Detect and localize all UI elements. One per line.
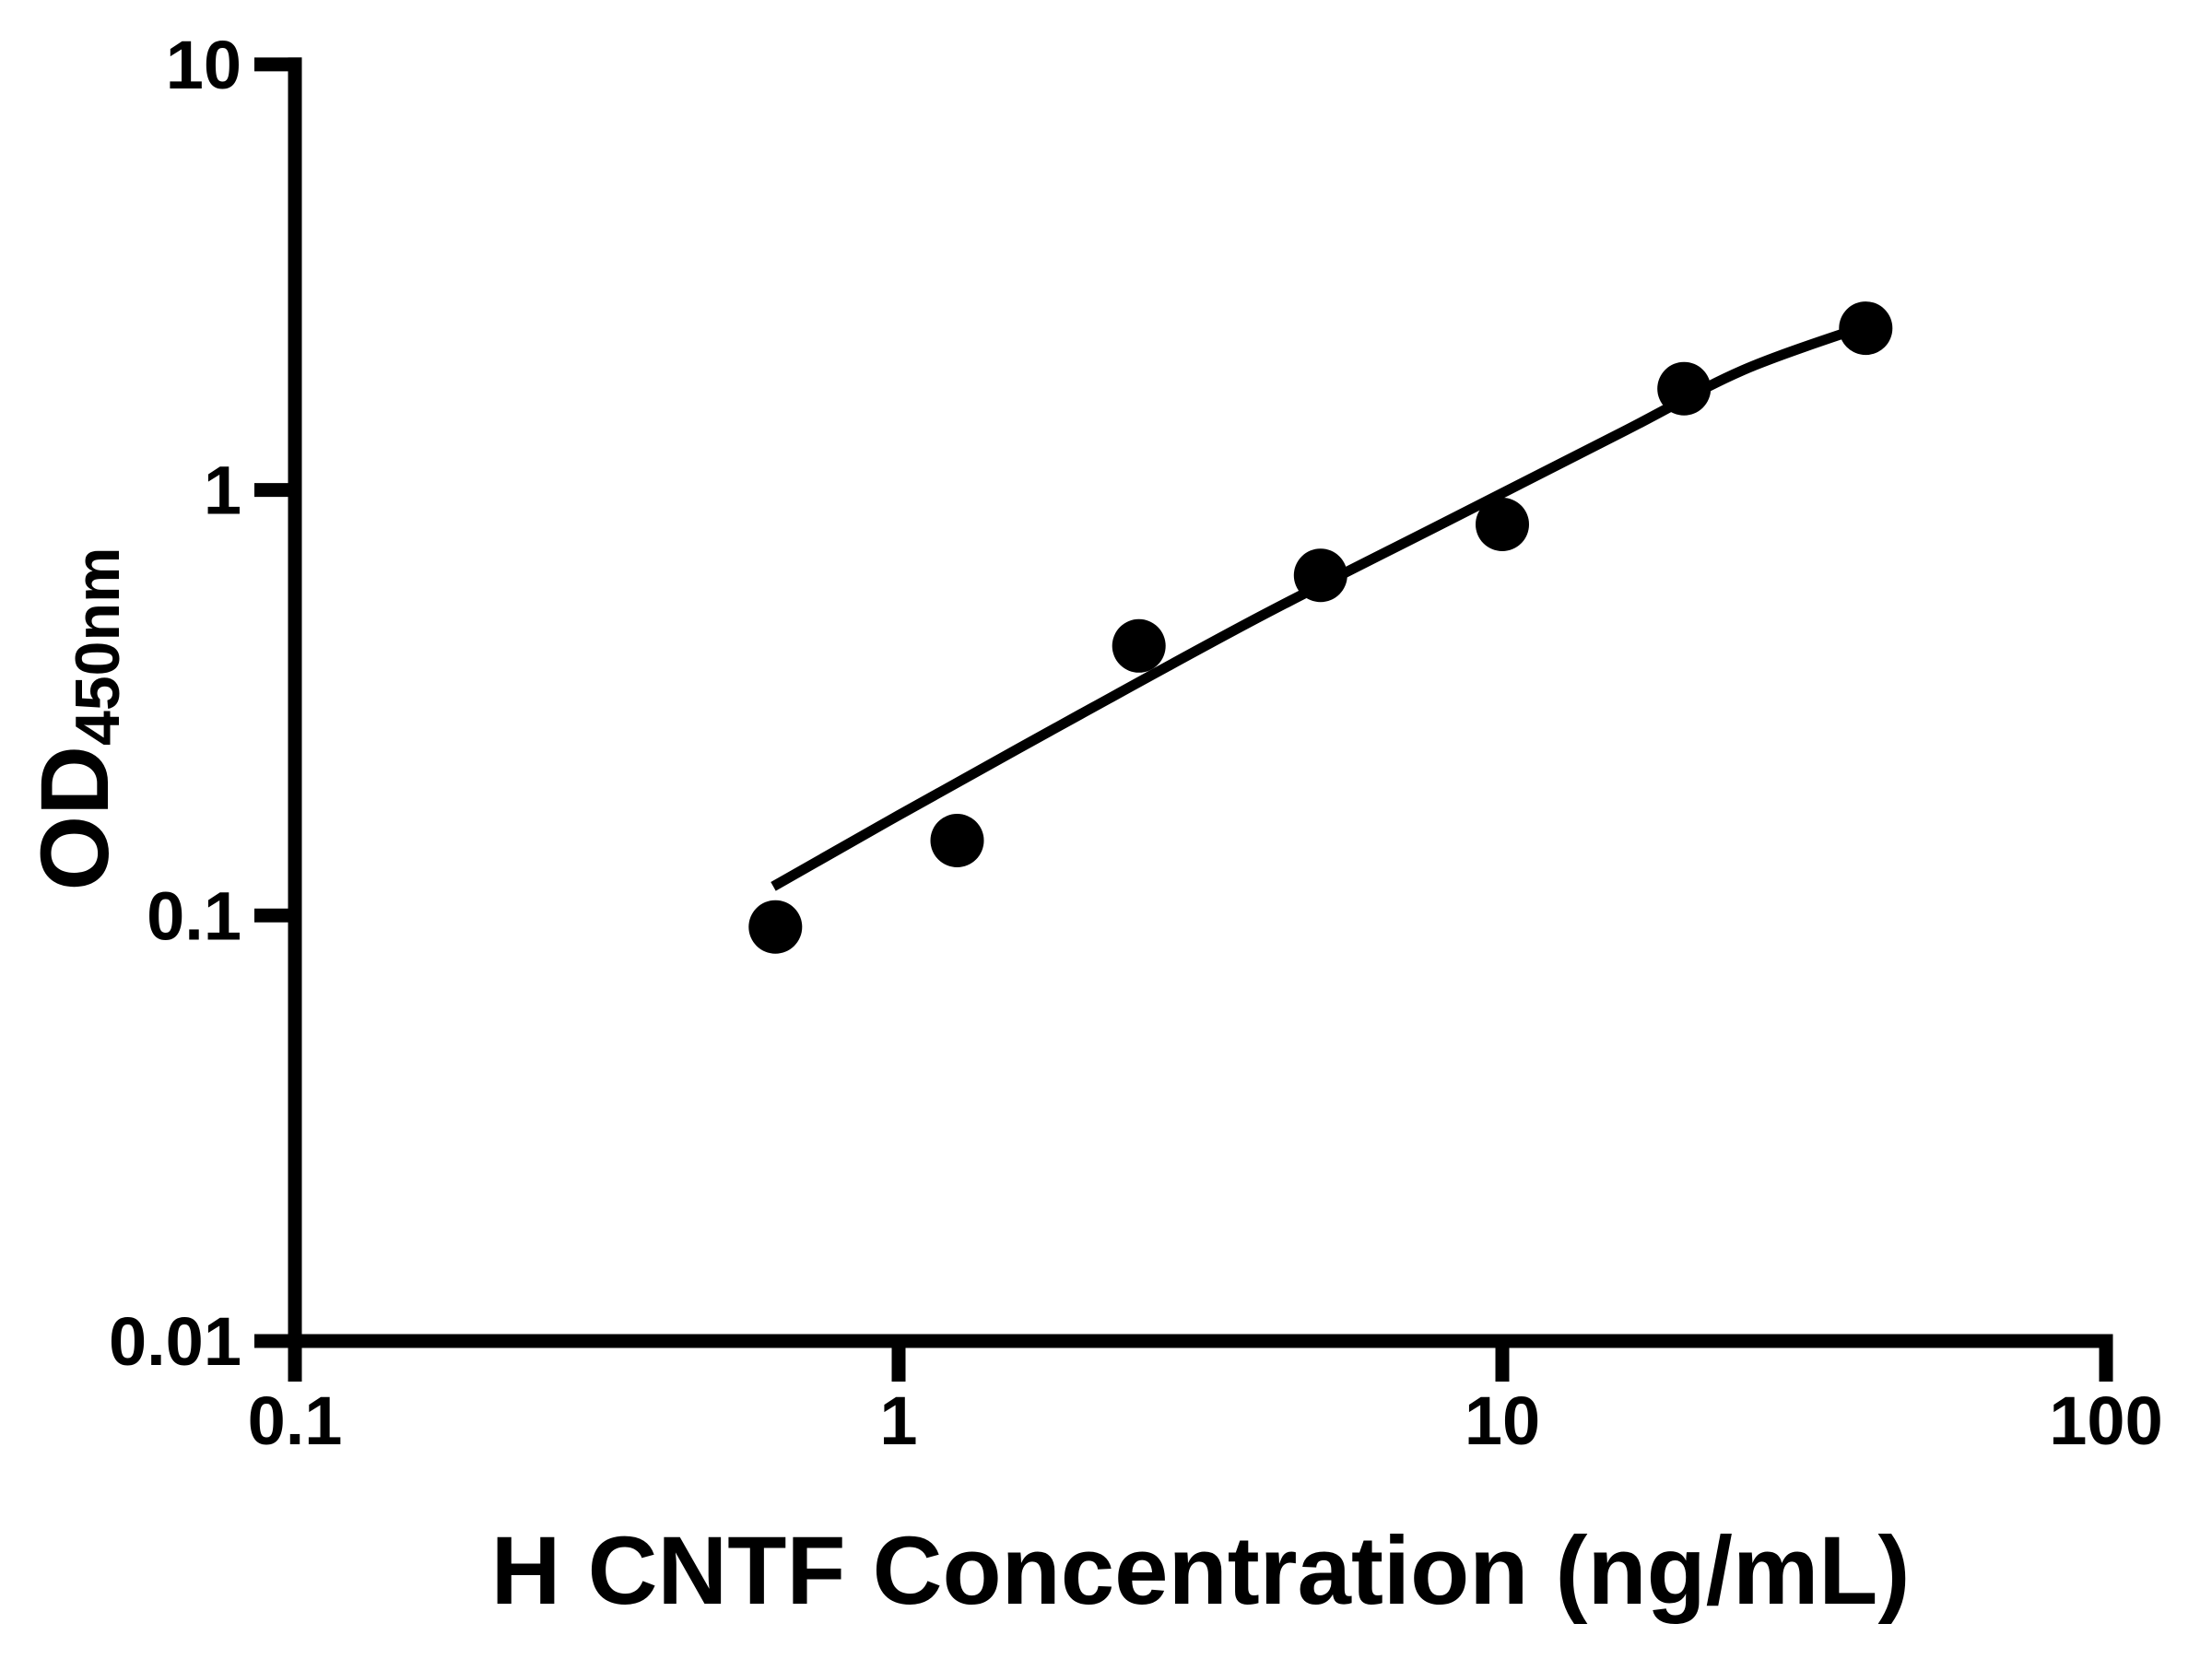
data-point (1657, 361, 1712, 416)
y-axis-title-main: OD (21, 746, 129, 891)
trend-curve (771, 321, 1868, 891)
y-tick-label: 0.1 (147, 877, 241, 954)
y-tick-label: 1 (204, 453, 241, 529)
y-axis-title-subscript: 450nm (63, 547, 133, 746)
x-tick-label: 1 (879, 1382, 917, 1459)
data-point (1293, 548, 1347, 603)
data-point (1112, 618, 1166, 673)
x-tick-label: 100 (2049, 1382, 2162, 1459)
data-point (748, 900, 803, 954)
y-tick-label: 0.01 (109, 1303, 241, 1380)
y-axis-title: OD450nm (21, 547, 133, 891)
x-tick-label: 10 (1465, 1382, 1540, 1459)
data-point (1839, 301, 1893, 356)
x-axis-title: H CNTF Concentration (ng/mL) (491, 1517, 1911, 1625)
y-tick-label: 10 (166, 27, 241, 103)
data-point (1476, 498, 1529, 551)
data-point (930, 814, 984, 867)
x-tick-label: 0.1 (248, 1382, 343, 1459)
